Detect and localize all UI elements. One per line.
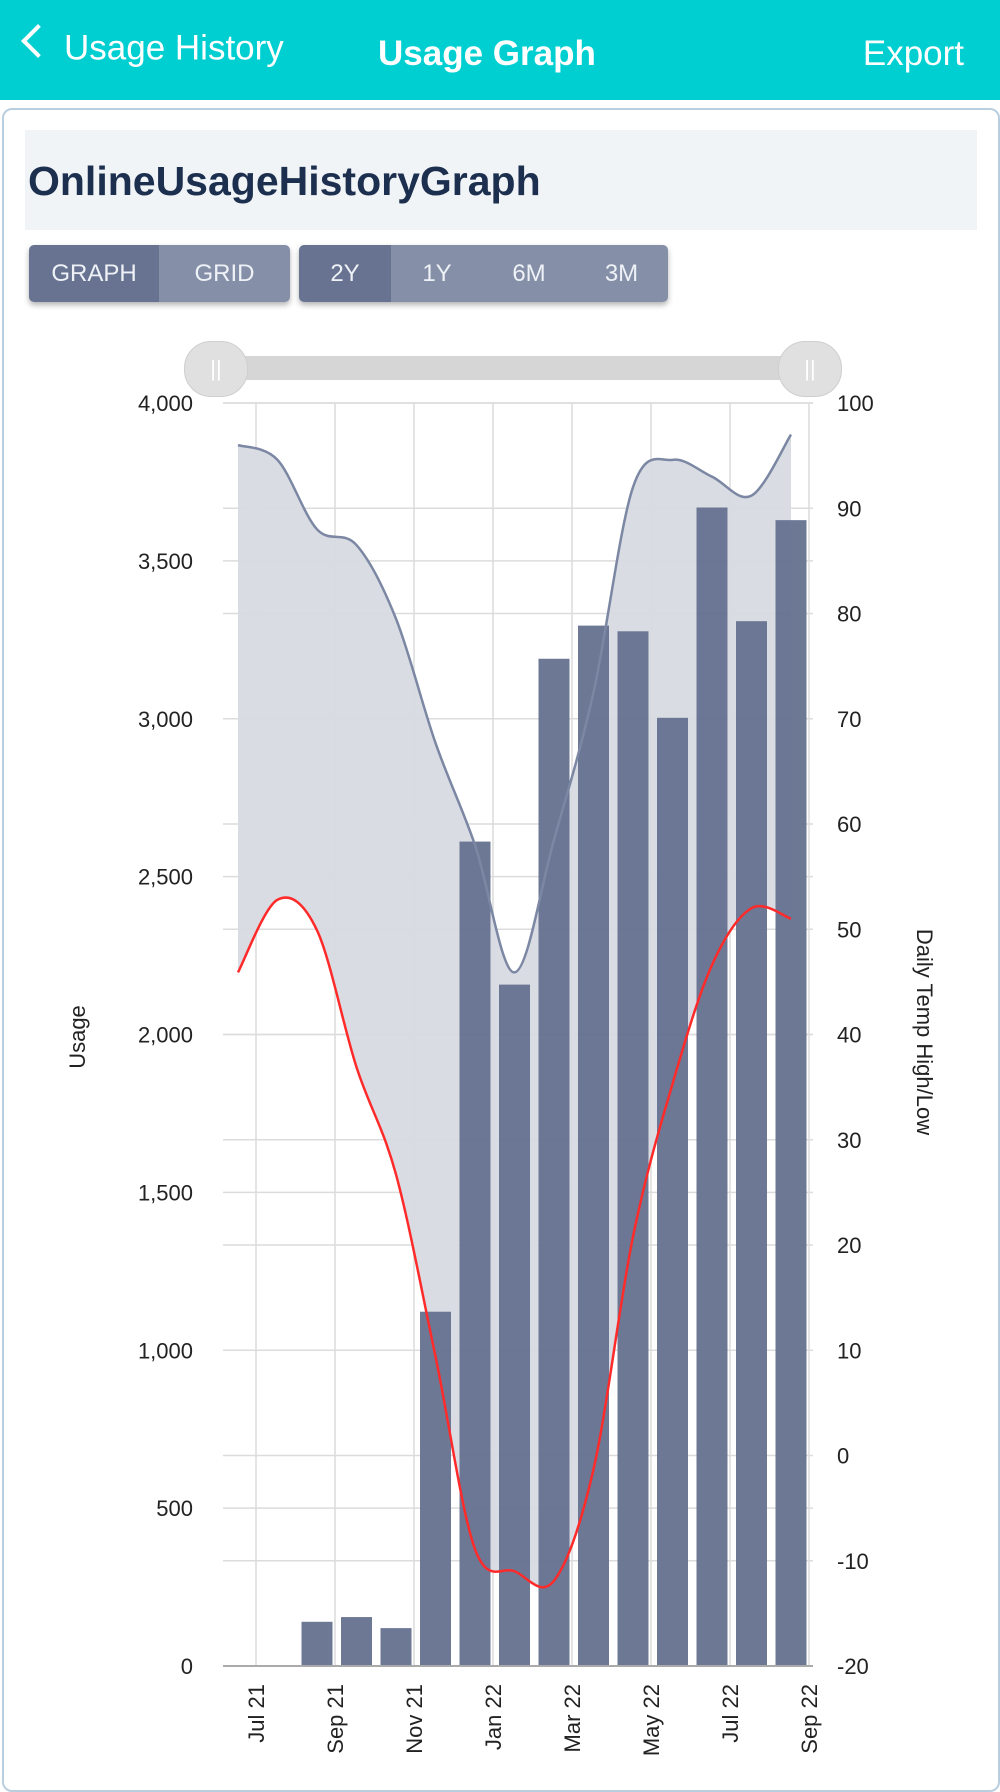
range-1y-button[interactable]: 1Y [391,245,483,302]
range-slider-track[interactable] [215,356,810,380]
usage-bar-feb-22 [499,984,530,1666]
y2-tick-label: 100 [837,391,874,416]
usage-bar-nov-21 [380,1628,412,1666]
y-tick-label: 0 [181,1654,193,1679]
y2-tick-label: 80 [837,602,861,627]
y-tick-label: 2,000 [138,1023,193,1048]
y2-tick-label: 60 [837,812,861,837]
y2-tick-label: 50 [837,917,861,942]
usage-bar-aug-22 [736,621,767,1666]
temp-low-line [236,896,792,1589]
graph-view-button[interactable]: GRAPH [29,245,159,302]
usage-bar-jul-22 [696,507,728,1667]
temp-high-line [237,433,793,974]
usage-bar-dec-21 [420,1311,451,1666]
y-tick-label: 3,500 [138,549,193,574]
range-2y-button[interactable]: 2Y [299,245,391,302]
page-title: Usage Graph [378,34,596,73]
graph-title-bar [25,130,977,230]
x-tick-label: Nov 21 [402,1684,427,1754]
y2-tick-label: -20 [837,1654,869,1679]
y2-axis-title: Daily Temp High/Low [912,929,937,1135]
range-slider-right-handle[interactable]: || [778,341,842,397]
y2-tick-label: 40 [837,1023,861,1048]
x-tick-label: Jan 22 [481,1684,506,1750]
view-toggle: GRAPH GRID [29,245,290,302]
y2-tick-label: -10 [837,1549,869,1574]
back-label: Usage History [64,28,284,68]
y2-tick-label: 20 [837,1233,861,1258]
usage-bar-sep-22 [775,520,807,1666]
range-6m-button[interactable]: 6M [483,245,575,302]
usage-bar-jun-22 [657,717,688,1666]
y2-tick-label: 70 [837,707,861,732]
x-tick-label: Sep 22 [797,1684,822,1754]
usage-bar-sep-21 [301,1621,333,1666]
y-tick-label: 500 [156,1496,193,1521]
y2-tick-label: 90 [837,496,861,521]
export-button[interactable]: Export [862,34,964,73]
usage-bar-mar-22 [538,658,570,1666]
x-tick-label: Jul 21 [244,1684,269,1743]
usage-bar-apr-22 [578,625,609,1666]
x-tick-label: Mar 22 [560,1684,585,1752]
range-toggle: 2Y 1Y 6M 3M [299,245,668,302]
y-axis-title: Usage [65,1005,90,1069]
y-tick-label: 2,500 [138,865,193,890]
y2-tick-label: 0 [837,1444,849,1469]
y-tick-label: 3,000 [138,707,193,732]
y2-tick-label: 30 [837,1128,861,1153]
range-3m-button[interactable]: 3M [575,245,668,302]
usage-bar-may-22 [617,631,649,1666]
usage-bar-oct-21 [341,1617,372,1666]
back-button[interactable]: Usage History [16,24,284,69]
graph-title: OnlineUsageHistoryGraph [28,158,541,204]
usage-bar-jan-22 [459,841,491,1666]
grid-view-button[interactable]: GRID [159,245,290,302]
x-tick-label: Jul 22 [718,1684,743,1743]
y2-tick-label: 10 [837,1338,861,1363]
app-header: Usage History Usage Graph Export [0,0,1000,100]
y-tick-label: 4,000 [138,391,193,416]
x-tick-label: Sep 21 [323,1684,348,1754]
range-slider-left-handle[interactable]: || [184,341,248,397]
x-tick-label: May 22 [639,1684,664,1756]
y-tick-label: 1,000 [138,1338,193,1363]
y-tick-label: 1,500 [138,1180,193,1205]
